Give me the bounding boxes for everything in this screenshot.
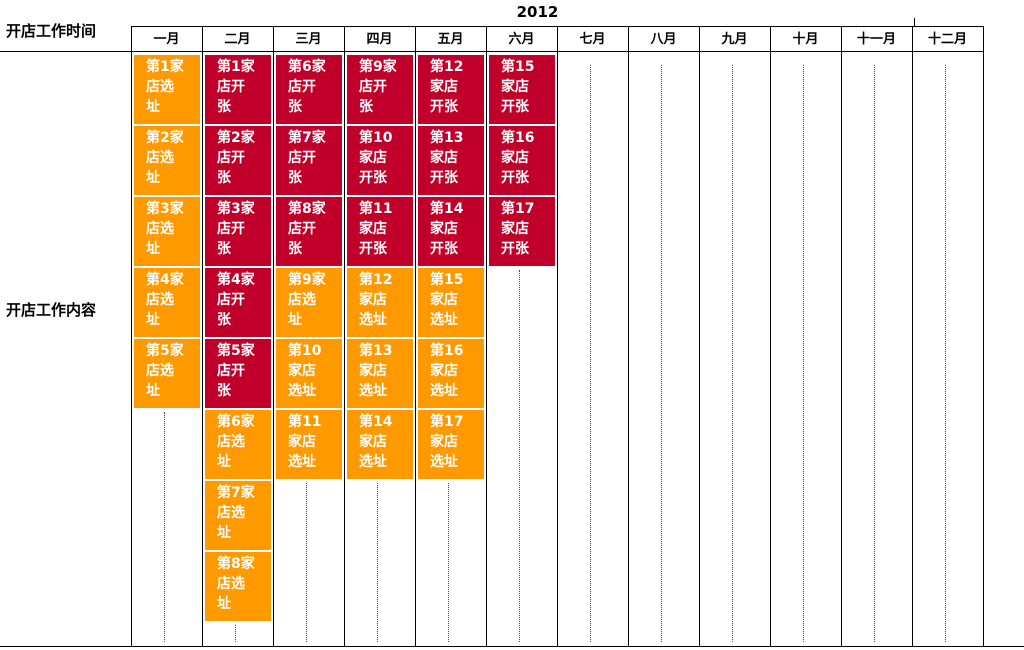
store-opening-task: 第4家 店开 张 — [205, 268, 271, 337]
site-selection-task: 第14 家店 选址 — [347, 410, 413, 479]
column-divider — [415, 26, 416, 646]
month-header: 九月 — [721, 32, 748, 47]
year-tick — [914, 18, 915, 26]
store-opening-task: 第6家 店开 张 — [276, 55, 342, 124]
month-header: 四月 — [366, 32, 393, 47]
store-opening-task: 第17 家店 开张 — [489, 197, 555, 266]
store-opening-task: 第10 家店 开张 — [347, 126, 413, 195]
site-selection-task: 第7家 店选 址 — [205, 481, 271, 550]
store-opening-task: 第3家 店开 张 — [205, 197, 271, 266]
month-header: 十月 — [792, 32, 819, 47]
store-opening-task: 第7家 店开 张 — [276, 126, 342, 195]
site-selection-task: 第2家 店选 址 — [134, 126, 200, 195]
site-selection-task: 第8家 店选 址 — [205, 552, 271, 621]
column-divider — [628, 26, 629, 646]
site-selection-task: 第10 家店 选址 — [276, 339, 342, 408]
column-divider — [983, 26, 984, 646]
month-header: 八月 — [650, 32, 677, 47]
column-center-dotted-line — [377, 483, 378, 642]
month-header: 一月 — [153, 32, 180, 47]
month-header: 十二月 — [927, 32, 967, 47]
store-opening-task: 第2家 店开 张 — [205, 126, 271, 195]
site-selection-task: 第6家 店选 址 — [205, 410, 271, 479]
column-divider — [557, 26, 558, 646]
month-header: 十一月 — [856, 32, 896, 47]
column-divider — [699, 26, 700, 646]
column-center-dotted-line — [448, 483, 449, 642]
column-divider — [841, 26, 842, 646]
store-opening-task: 第1家 店开 张 — [205, 55, 271, 124]
month-header: 五月 — [437, 32, 464, 47]
site-selection-task: 第3家 店选 址 — [134, 197, 200, 266]
site-selection-task: 第12 家店 选址 — [347, 268, 413, 337]
site-selection-task: 第1家 店选 址 — [134, 55, 200, 124]
column-center-dotted-line — [803, 65, 804, 642]
column-center-dotted-line — [519, 270, 520, 642]
column-center-dotted-line — [235, 625, 236, 642]
column-center-dotted-line — [590, 65, 591, 642]
column-divider — [486, 26, 487, 646]
column-center-dotted-line — [661, 65, 662, 642]
site-selection-task: 第11 家店 选址 — [276, 410, 342, 479]
column-divider — [912, 26, 913, 646]
store-opening-task: 第11 家店 开张 — [347, 197, 413, 266]
column-center-dotted-line — [732, 65, 733, 642]
column-divider — [770, 26, 771, 646]
site-selection-task: 第5家 店选 址 — [134, 339, 200, 408]
store-opening-task: 第13 家店 开张 — [418, 126, 484, 195]
store-opening-task: 第8家 店开 张 — [276, 197, 342, 266]
store-opening-task: 第14 家店 开张 — [418, 197, 484, 266]
column-divider — [131, 26, 132, 646]
store-opening-task: 第16 家店 开张 — [489, 126, 555, 195]
site-selection-task: 第9家 店选 址 — [276, 268, 342, 337]
month-header: 六月 — [508, 32, 535, 47]
month-header: 三月 — [295, 32, 322, 47]
store-opening-task: 第15 家店 开张 — [489, 55, 555, 124]
site-selection-task: 第13 家店 选址 — [347, 339, 413, 408]
column-divider — [273, 26, 274, 646]
month-header: 二月 — [224, 32, 251, 47]
column-center-dotted-line — [945, 65, 946, 642]
column-divider — [202, 26, 203, 646]
store-opening-task: 第12 家店 开张 — [418, 55, 484, 124]
column-divider — [344, 26, 345, 646]
month-header: 七月 — [579, 32, 606, 47]
site-selection-task: 第16 家店 选址 — [418, 339, 484, 408]
time-row-label: 开店工作时间 — [6, 22, 97, 40]
column-center-dotted-line — [164, 412, 165, 642]
site-selection-task: 第15 家店 选址 — [418, 268, 484, 337]
site-selection-task: 第4家 店选 址 — [134, 268, 200, 337]
store-opening-task: 第5家 店开 张 — [205, 339, 271, 408]
column-center-dotted-line — [874, 65, 875, 642]
site-selection-task: 第17 家店 选址 — [418, 410, 484, 479]
grid-bottom-line — [0, 646, 1024, 647]
store-opening-task: 第9家 店开 张 — [347, 55, 413, 124]
header-bottom-line — [0, 51, 984, 52]
year-label: 2012 — [516, 3, 559, 21]
content-row-label: 开店工作内容 — [6, 301, 97, 319]
column-center-dotted-line — [306, 483, 307, 642]
